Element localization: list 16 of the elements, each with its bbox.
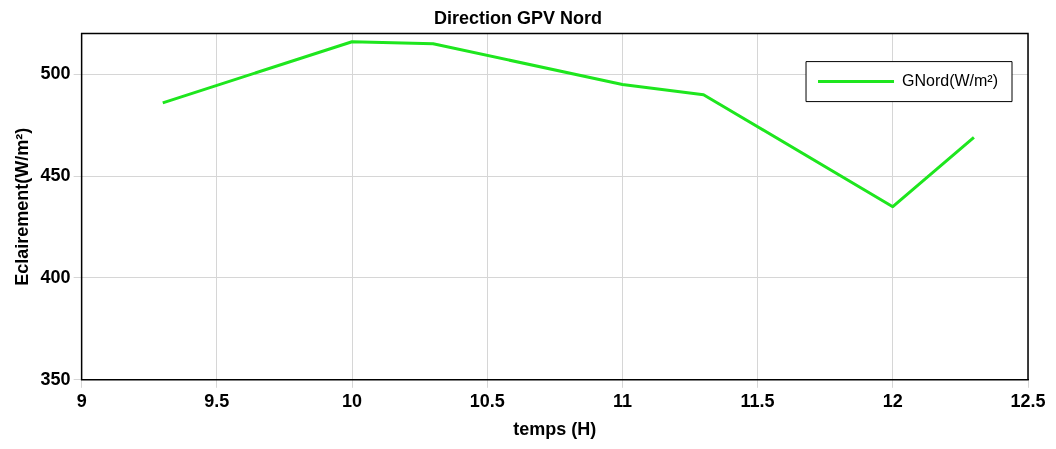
x-axis-title: temps (H) [513,419,597,440]
x-tick-label: 12.5 [1010,390,1046,411]
y-axis-title: Eclairement(W/m²) [11,127,32,286]
x-tick-label: 9.5 [204,390,230,411]
y-tick-label: 450 [40,165,71,186]
x-tick-label: 10.5 [469,390,505,411]
chart-title: Direction GPV Nord [433,7,603,28]
y-tick-label: 500 [40,63,71,84]
x-tick-label: 11.5 [740,390,775,411]
x-tick-label: 12 [882,390,903,411]
x-tick-label: 10 [342,390,363,411]
x-tick-label: 11 [612,390,632,411]
legend-label: GNord(W/m²) [902,72,998,90]
y-tick-label: 400 [40,266,71,287]
x-tick-label: 9 [76,390,87,411]
y-tick-label: 350 [40,368,71,389]
